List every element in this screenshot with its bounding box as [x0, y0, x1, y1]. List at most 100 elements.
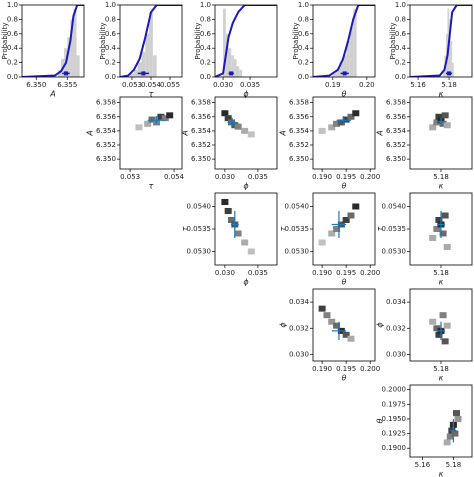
y-tick-label: 6.358: [289, 99, 309, 107]
y-tick-label: 0.6: [7, 30, 19, 38]
y-axis-label: A: [181, 130, 190, 136]
density-cell: [435, 217, 443, 223]
density-cell: [221, 110, 229, 117]
y-axis-label: τ: [279, 226, 288, 231]
y-tick-label: 6.358: [386, 99, 406, 107]
y-tick-label: 0.030: [289, 350, 309, 358]
y-tick-label: 0.4: [7, 44, 19, 52]
y-tick-label: 0.1925: [382, 430, 407, 438]
plot-area: [429, 312, 451, 345]
y-tick-label: 6.356: [386, 113, 407, 121]
hist-bar: [353, 8, 357, 77]
y-tick-label: 6.354: [289, 127, 310, 135]
x-tick-label: 0.195: [336, 269, 356, 277]
density-cell: [453, 410, 460, 417]
density-cell: [443, 122, 451, 129]
hist-bar: [130, 73, 134, 77]
hist-bar: [223, 8, 226, 77]
y-axis-label: A: [86, 130, 95, 136]
density-cell: [227, 217, 235, 223]
hist-bar: [349, 26, 354, 77]
y-tick-label: 6.352: [191, 141, 211, 149]
hist-bar: [339, 62, 343, 77]
estimate-marker: [141, 71, 146, 76]
density-cell: [166, 112, 174, 119]
density-cell: [435, 113, 443, 120]
plot-area: [221, 199, 255, 255]
y-tick-label: 0.0535: [285, 225, 310, 233]
cdf-line: [313, 5, 375, 77]
y-tick-label: 0.0530: [187, 248, 212, 256]
estimate-marker: [229, 71, 234, 76]
hist-bar: [452, 62, 454, 77]
density-cell: [247, 248, 255, 255]
y-tick-label: 6.350: [386, 155, 406, 163]
cdf-line: [120, 5, 182, 77]
y-tick-label: 0.1975: [382, 400, 407, 408]
y-tick-label: 6.352: [96, 141, 116, 149]
hist-bar: [336, 69, 340, 77]
x-tick-label: 0.053: [122, 81, 142, 89]
density-cell: [241, 127, 249, 134]
density-cell: [451, 430, 459, 437]
panel: 5.16 5.18 0.1900 0.1925 0.1950 0.1975 0.2000 κ θ: [376, 384, 473, 477]
panel: 0.19 0.20 0.0 0.2 0.4 0.6 0.8 1.0 θ Probability: [292, 1, 376, 99]
x-tick-label: 0.054: [164, 173, 185, 181]
y-axis-label: A: [279, 130, 288, 136]
y-axis-label: Probability: [292, 22, 300, 59]
x-tick-label: 0.035: [240, 81, 260, 89]
density-cell: [435, 331, 443, 338]
y-tick-label: 0.6: [105, 30, 117, 38]
panel: 0.0530.0540.055 0.0 0.2 0.4 0.6 0.8 1.0 τ Probab…: [99, 1, 183, 99]
x-tick-label: 0.053: [120, 173, 140, 181]
density-cell: [347, 335, 355, 342]
density-cell: [443, 322, 451, 329]
density-cell: [454, 415, 462, 422]
y-axis-label: ϕ: [279, 322, 288, 328]
panel: 0.190 0.195 0.200 6.350 6.352 6.354 6.356 6.358…: [279, 96, 380, 191]
hist-bar: [346, 41, 350, 77]
x-tick-label: 0.055: [160, 81, 180, 89]
plot-area: [318, 305, 355, 342]
plot-area: [313, 5, 375, 77]
x-tick-label: 0.190: [312, 269, 332, 277]
density-cell: [342, 217, 350, 223]
y-axis-label: Probability: [389, 22, 397, 59]
density-cell: [148, 116, 156, 123]
density-cell: [352, 203, 360, 210]
plot-area: [22, 5, 84, 77]
y-tick-label: 1.0: [7, 1, 18, 9]
x-axis-label: κ: [439, 90, 444, 99]
panel: 5.16 5.18 0.0 0.2 0.4 0.6 0.8 1.0 κ Probability: [389, 1, 473, 99]
y-tick-label: 0.4: [200, 44, 212, 52]
y-tick-label: 0.0535: [382, 225, 407, 233]
density-cell: [247, 131, 255, 138]
y-tick-label: 6.352: [386, 141, 406, 149]
y-tick-label: 6.350: [191, 155, 211, 163]
y-axis-label: τ: [376, 226, 385, 231]
y-tick-label: 0.2: [395, 59, 406, 67]
y-tick-label: 0.8: [200, 15, 211, 23]
y-tick-label: 6.356: [191, 113, 212, 121]
cdf-line: [410, 5, 472, 77]
y-tick-label: 0.034: [289, 298, 310, 306]
y-tick-label: 0.0540: [285, 203, 310, 211]
x-tick-label: 0.19: [325, 81, 341, 89]
x-tick-label: 0.030: [215, 269, 235, 277]
plot-area: [443, 410, 462, 446]
density-cell: [221, 199, 229, 205]
y-tick-label: 0.0535: [187, 225, 212, 233]
x-tick-label: 0.035: [248, 173, 268, 181]
x-tick-label: 0.200: [360, 173, 380, 181]
density-cell: [441, 212, 449, 219]
y-tick-label: 0.030: [386, 350, 406, 358]
x-axis-label: θ: [342, 182, 347, 191]
y-axis-label: Probability: [99, 22, 107, 59]
estimate-marker: [342, 71, 347, 76]
y-tick-label: 0.0540: [187, 203, 212, 211]
y-tick-label: 0.0: [395, 73, 406, 81]
x-tick-label: 5.16: [410, 81, 426, 89]
y-tick-label: 6.354: [386, 127, 407, 135]
x-tick-label: 6.355: [57, 81, 77, 89]
y-tick-label: 0.2: [200, 59, 211, 67]
